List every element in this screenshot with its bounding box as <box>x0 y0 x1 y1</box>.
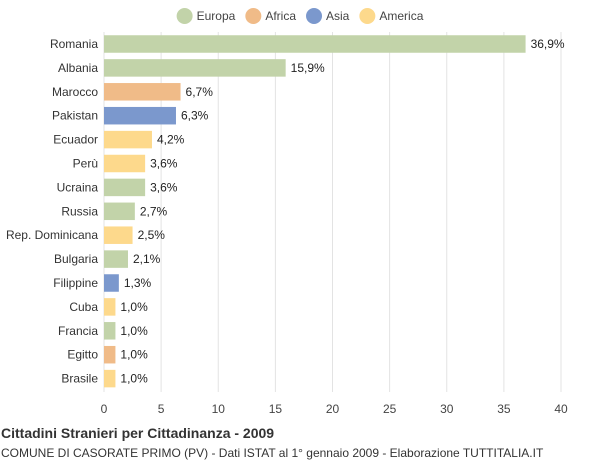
category-label: Russia <box>61 204 98 218</box>
legend-label-africa: Africa <box>265 9 296 23</box>
legend-swatch-america <box>359 8 376 24</box>
bar <box>104 250 128 268</box>
data-label: 1,3% <box>124 276 152 290</box>
x-tick-label: 20 <box>326 402 340 416</box>
x-tick-label: 15 <box>269 402 283 416</box>
legend: Europa Africa Asia America <box>176 8 424 24</box>
data-label: 36,9% <box>531 37 565 51</box>
bar <box>104 106 176 125</box>
legend-label-asia: Asia <box>326 9 350 23</box>
x-tick-label: 25 <box>383 402 397 416</box>
bar <box>104 202 135 221</box>
legend-swatch-europa <box>176 8 193 24</box>
data-label: 1,0% <box>120 348 148 362</box>
data-label: 1,0% <box>120 372 148 386</box>
category-label: Pakistan <box>52 109 98 123</box>
x-tick-label: 0 <box>101 402 108 416</box>
category-label: Marocco <box>52 85 98 99</box>
data-label: 6,3% <box>181 109 209 123</box>
category-label: Filippine <box>53 276 98 290</box>
category-label: Ucraina <box>57 180 99 194</box>
x-tick-label: 35 <box>497 402 511 416</box>
x-tick-label: 30 <box>440 402 454 416</box>
x-tick-label: 10 <box>212 402 226 416</box>
x-tick-label: 5 <box>158 402 165 416</box>
bar <box>104 345 116 364</box>
data-label: 2,7% <box>140 204 168 218</box>
category-label: Francia <box>58 324 98 338</box>
data-label: 4,2% <box>157 133 185 147</box>
bar <box>104 154 146 173</box>
bar <box>104 369 116 388</box>
legend-swatch-asia <box>306 8 323 24</box>
data-label: 3,6% <box>150 157 178 171</box>
category-label: Albania <box>58 61 98 75</box>
category-label: Cuba <box>69 300 98 314</box>
data-label: 2,5% <box>138 228 166 242</box>
legend-label-america: America <box>379 9 423 23</box>
data-label: 3,6% <box>150 180 178 194</box>
data-label: 6,7% <box>186 85 214 99</box>
x-tick-label: 40 <box>554 402 568 416</box>
bar <box>104 322 116 340</box>
category-label: Rep. Dominicana <box>6 228 98 242</box>
category-label: Egitto <box>67 348 98 362</box>
bar <box>104 83 181 101</box>
bar <box>104 298 116 316</box>
legend-label-europa: Europa <box>197 9 236 23</box>
data-label: 2,1% <box>133 252 161 266</box>
data-label: 1,0% <box>120 300 148 314</box>
category-label: Perù <box>73 157 98 171</box>
bar <box>104 59 286 77</box>
bar-chart: Europa Africa Asia America Romania 36,9% Alba… <box>6 8 568 416</box>
legend-swatch-africa <box>245 8 262 24</box>
category-label: Brasile <box>61 372 98 386</box>
bar <box>104 274 119 292</box>
data-label: 1,0% <box>120 324 148 338</box>
chart-subtitle: COMUNE DI CASORATE PRIMO (PV) - Dati IST… <box>1 446 544 460</box>
category-label: Romania <box>50 37 98 51</box>
bar <box>104 35 526 53</box>
bars: Romania 36,9% Albania 15,9% Marocco 6,7% Pakis… <box>6 35 565 388</box>
data-label: 15,9% <box>291 61 325 75</box>
bar <box>104 178 146 197</box>
chart-title: Cittadini Stranieri per Cittadinanza - 2… <box>1 425 275 441</box>
x-axis-ticks: 0 5 10 15 20 25 30 35 40 <box>101 402 568 416</box>
category-label: Ecuador <box>53 133 98 147</box>
category-label: Bulgaria <box>54 252 98 266</box>
bar <box>104 226 133 244</box>
bar <box>104 130 152 149</box>
